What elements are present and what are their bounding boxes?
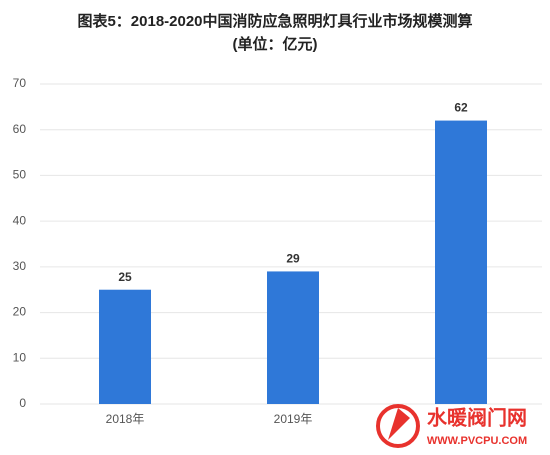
bar [99,289,151,404]
y-tick-label: 30 [13,259,27,273]
y-tick-label: 20 [13,305,27,319]
watermark-name: 水暖阀门网 [427,405,527,429]
chart-subtitle: (单位：亿元) [233,35,318,53]
y-tick-label: 70 [13,76,27,90]
y-tick-label: 60 [13,122,27,136]
y-tick-label: 0 [19,396,26,410]
y-tick-label: 50 [13,168,27,182]
watermark-url: WWW.PVCPU.COM [427,435,527,447]
bar [267,271,319,404]
y-tick-label: 10 [13,350,27,364]
chart-title: 图表5：2018-2020中国消防应急照明灯具行业市场规模测算 [77,12,472,30]
logo-ring [376,404,420,448]
bar [435,120,487,405]
watermark-logo [376,404,420,448]
value-label: 62 [454,101,468,115]
logo-mark [388,408,410,440]
value-label: 29 [286,252,300,266]
x-tick-label: 2018年 [106,412,145,426]
x-tick-label: 2019年 [274,412,313,426]
y-tick-label: 40 [13,213,27,227]
value-label: 25 [118,270,132,284]
